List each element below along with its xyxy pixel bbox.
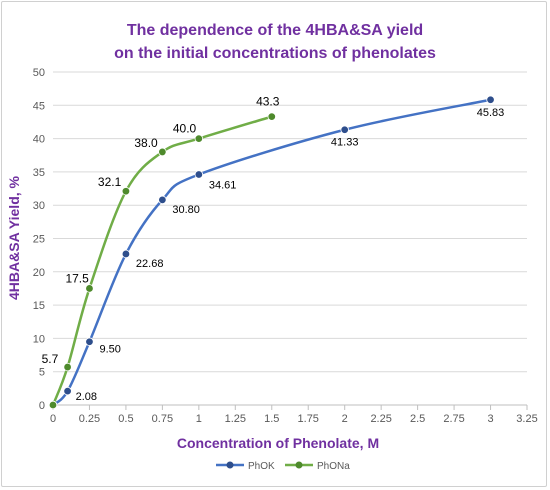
data-point-phona <box>121 187 131 196</box>
x-tick-label: 0.75 <box>152 413 173 425</box>
data-point-phok <box>63 386 72 396</box>
chart-title-line2: on the initial concentrations of phenola… <box>114 45 436 62</box>
data-label-phona: 38.0 <box>134 136 158 150</box>
x-tick-label: 1.25 <box>225 413 246 425</box>
x-tick-label: 0.5 <box>118 413 133 425</box>
data-label-phok: 2.08 <box>76 391 97 403</box>
x-tick-label: 2.25 <box>370 413 391 425</box>
legend-marker-phok <box>226 461 234 469</box>
data-label-phok: 34.61 <box>209 179 237 191</box>
x-tick-label: 2.75 <box>443 413 464 425</box>
data-label-phok: 30.80 <box>172 204 200 216</box>
series-line-phok <box>52 98 491 406</box>
gridlines <box>53 71 527 373</box>
y-tick-label: 25 <box>33 234 45 246</box>
x-tick-label: 2 <box>342 413 348 425</box>
y-tick-label: 30 <box>33 200 45 212</box>
data-point-phok <box>121 249 131 259</box>
x-tick-label: 3.25 <box>516 413 537 425</box>
y-tick-label: 10 <box>33 333 45 345</box>
x-tick-label: 1.5 <box>264 413 279 425</box>
data-label-phok: 45.83 <box>477 107 505 119</box>
data-point-phok <box>486 95 495 104</box>
y-tick-label: 20 <box>33 267 45 279</box>
axes <box>52 404 528 410</box>
data-label-phona: 40.0 <box>173 122 197 136</box>
data-label-phona: 32.1 <box>98 175 122 189</box>
x-tick-label: 0 <box>50 413 56 425</box>
x-tick-label: 2.5 <box>410 413 425 425</box>
data-label-phok: 22.68 <box>136 258 164 270</box>
legend: PhOK PhONa <box>216 461 350 472</box>
data-point-phona <box>267 112 276 121</box>
data-point-phok <box>158 195 167 205</box>
data-point-phok <box>194 170 204 179</box>
data-label-phok: 9.50 <box>99 344 120 356</box>
data-point-phona <box>85 284 94 293</box>
y-tick-label: 35 <box>33 167 45 179</box>
x-axis-title: Concentration of Phenolate, M <box>177 435 379 451</box>
data-labels: 2.08 9.50 22.68 30.80 34.61 41.33 45.83 5.7 17.5… <box>42 95 505 404</box>
y-tick-label: 15 <box>33 300 45 312</box>
data-label-phok: 41.33 <box>331 137 359 149</box>
data-point-phona <box>48 400 58 410</box>
y-tick-label: 50 <box>33 67 45 79</box>
x-tick-labels: 0 0.25 0.5 0.75 1 1.25 1.5 1.75 2 2.25 2.5 2.75 3 3.2… <box>50 413 538 425</box>
y-tick-label: 0 <box>39 400 45 412</box>
chart-title-line1: The dependence of the 4HBA&SA yield <box>127 22 423 39</box>
legend-label-phona: PhONa <box>317 461 350 472</box>
data-label-phona: 17.5 <box>65 271 89 285</box>
y-tick-label: 40 <box>33 134 45 146</box>
y-tick-label: 45 <box>33 100 45 112</box>
x-tick-label: 0.25 <box>79 413 100 425</box>
y-tick-labels: 0 5 10 15 20 25 30 35 40 45 50 <box>33 67 45 412</box>
y-tick-label: 5 <box>39 367 45 379</box>
y-axis-title: 4HBA&SA Yield, % <box>6 175 22 300</box>
x-tick-label: 1 <box>196 413 202 425</box>
legend-label-phok: PhOK <box>248 461 275 472</box>
data-point-phok <box>340 125 349 134</box>
data-point-phona <box>194 134 204 143</box>
data-label-phona: 43.3 <box>256 95 280 109</box>
data-point-phona <box>63 362 72 372</box>
series-group <box>48 95 495 410</box>
x-tick-label: 3 <box>487 413 493 425</box>
legend-marker-phona <box>295 461 303 469</box>
data-point-phona <box>158 147 167 157</box>
data-label-phona: 5.7 <box>42 352 59 366</box>
data-point-phok <box>85 337 94 346</box>
x-tick-label: 1.75 <box>298 413 319 425</box>
